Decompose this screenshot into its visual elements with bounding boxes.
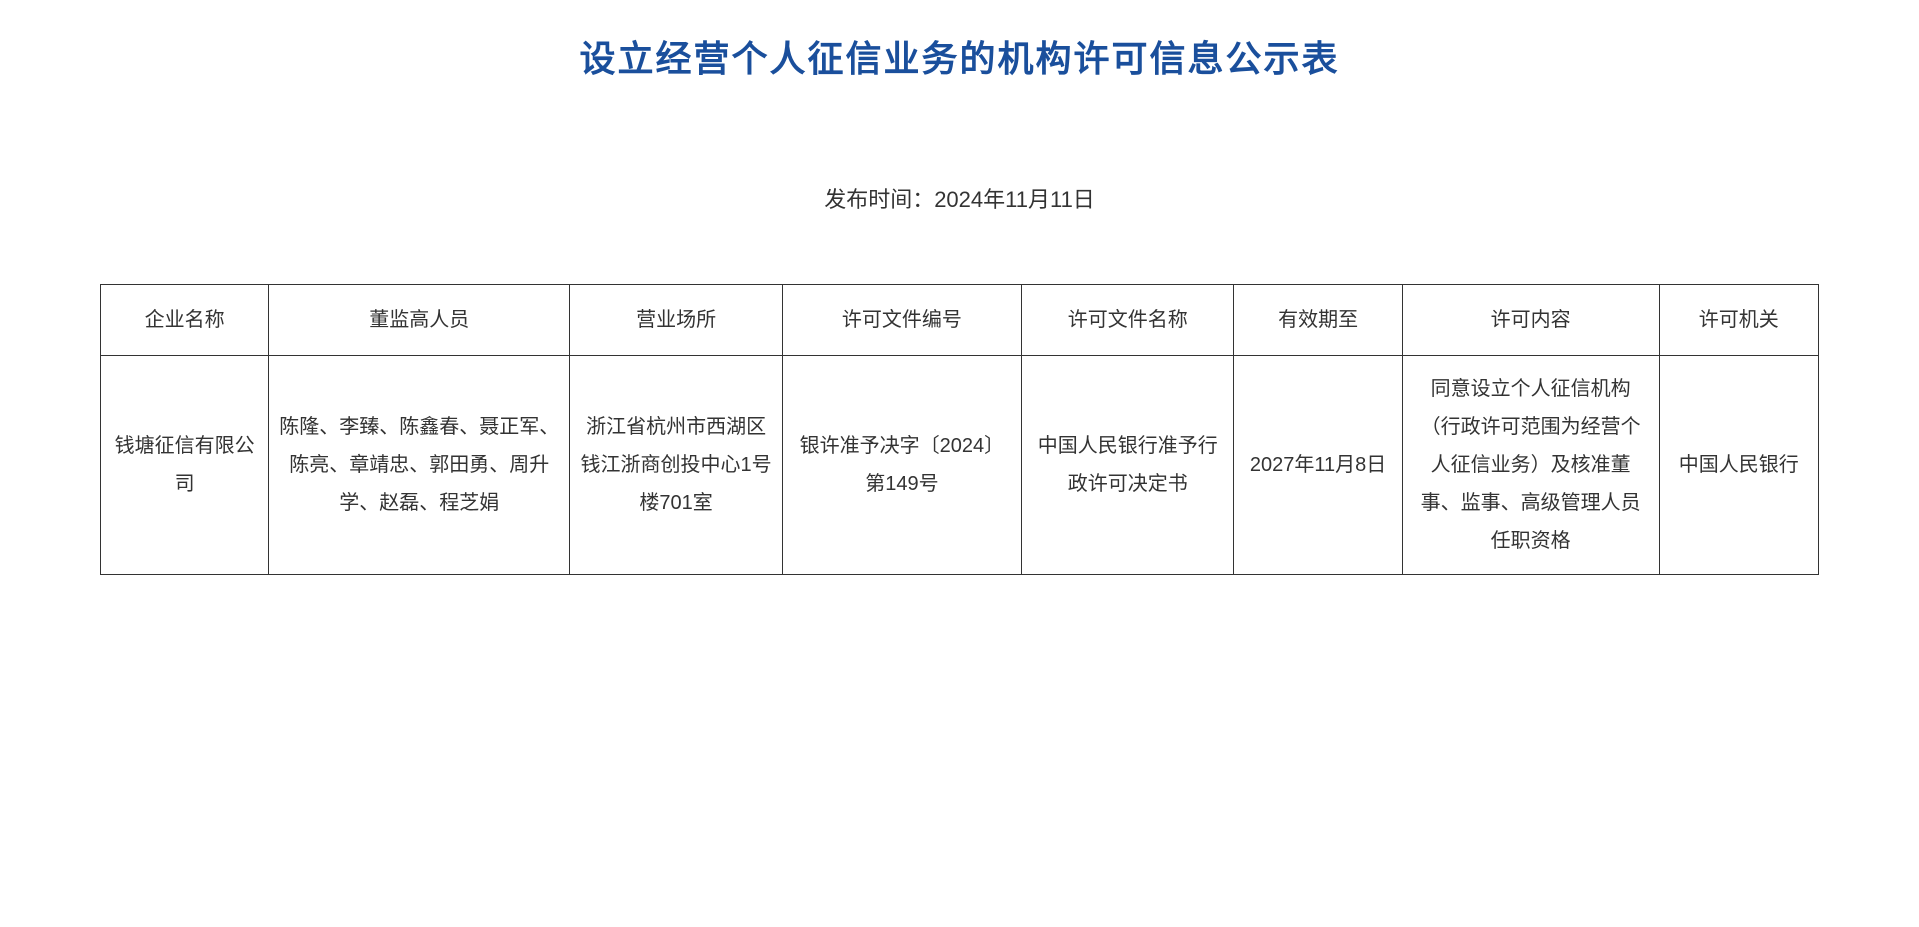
document-title: 设立经营个人征信业务的机构许可信息公示表 <box>100 30 1819 82</box>
cell-personnel: 陈隆、李臻、陈鑫春、聂正军、陈亮、章靖忠、郭田勇、周升学、赵磊、程芝娟 <box>269 356 570 575</box>
col-header-authority: 许可机关 <box>1659 285 1818 356</box>
col-header-doc-name: 许可文件名称 <box>1021 285 1234 356</box>
document-container: 设立经营个人征信业务的机构许可信息公示表 发布时间：2024年11月11日 企业… <box>100 30 1819 575</box>
col-header-personnel: 董监高人员 <box>269 285 570 356</box>
cell-authority: 中国人民银行 <box>1659 356 1818 575</box>
cell-content: 同意设立个人征信机构（行政许可范围为经营个人征信业务）及核准董事、监事、高级管理… <box>1402 356 1659 575</box>
cell-doc-name: 中国人民银行准予行政许可决定书 <box>1021 356 1234 575</box>
col-header-location: 营业场所 <box>570 285 783 356</box>
publish-date: 发布时间：2024年11月11日 <box>100 182 1819 214</box>
cell-doc-number: 银许准予决字〔2024〕第149号 <box>782 356 1021 575</box>
table-row: 钱塘征信有限公司 陈隆、李臻、陈鑫春、聂正军、陈亮、章靖忠、郭田勇、周升学、赵磊… <box>101 356 1819 575</box>
cell-location: 浙江省杭州市西湖区钱江浙商创投中心1号楼701室 <box>570 356 783 575</box>
license-table: 企业名称 董监高人员 营业场所 许可文件编号 许可文件名称 有效期至 许可内容 … <box>100 284 1819 575</box>
cell-valid-until: 2027年11月8日 <box>1234 356 1402 575</box>
col-header-content: 许可内容 <box>1402 285 1659 356</box>
table-header-row: 企业名称 董监高人员 营业场所 许可文件编号 许可文件名称 有效期至 许可内容 … <box>101 285 1819 356</box>
col-header-company: 企业名称 <box>101 285 269 356</box>
cell-company-name: 钱塘征信有限公司 <box>101 356 269 575</box>
col-header-doc-number: 许可文件编号 <box>782 285 1021 356</box>
col-header-valid-until: 有效期至 <box>1234 285 1402 356</box>
